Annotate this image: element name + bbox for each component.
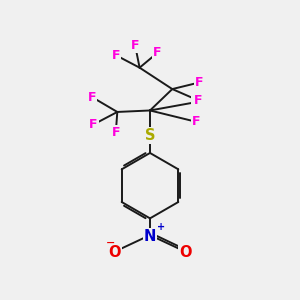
Text: F: F [112,49,120,62]
Text: F: F [89,118,98,131]
Text: N: N [144,229,156,244]
Text: F: F [192,96,200,109]
Text: F: F [194,94,203,107]
Text: O: O [179,245,191,260]
Text: −: − [105,238,115,248]
Text: F: F [195,76,203,89]
Text: F: F [88,91,96,103]
Text: +: + [157,222,165,232]
Text: S: S [145,128,155,143]
Text: F: F [112,126,120,139]
Text: F: F [153,46,162,59]
Text: F: F [192,115,200,128]
Text: F: F [131,39,140,52]
Text: O: O [109,245,121,260]
